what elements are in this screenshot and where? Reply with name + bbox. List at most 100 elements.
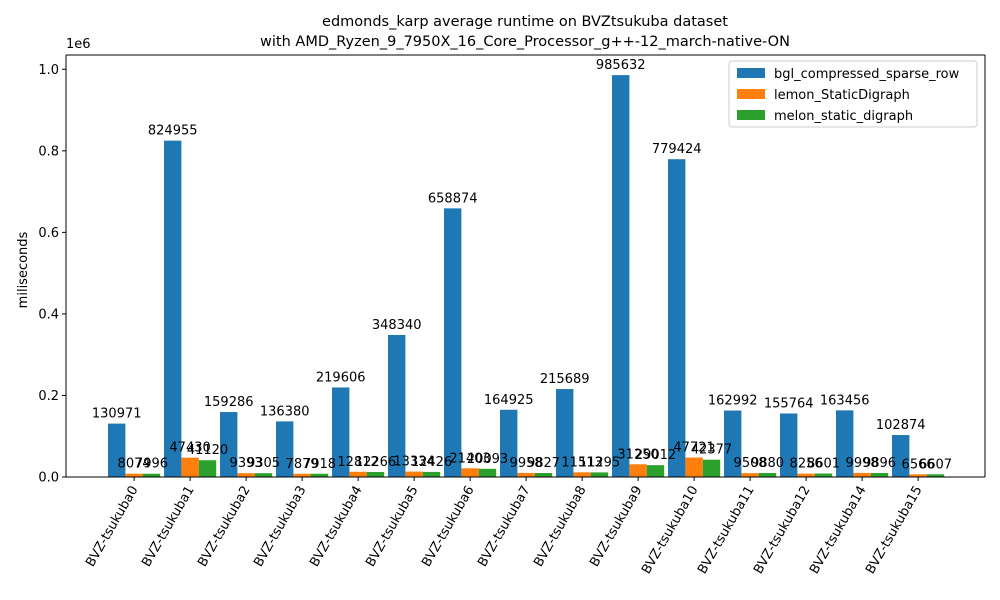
data-label-melon_static_digraph-12: 8601 [807, 456, 840, 471]
data-label-lemon_StaticDigraph-4: 12812 [337, 455, 378, 470]
data-label-bgl_compressed_sparse_row-3: 136380 [260, 404, 310, 419]
bar-melon_static_digraph-7 [534, 472, 553, 477]
y-offset-label: 1e6 [66, 37, 91, 52]
bar-bgl_compressed_sparse_row-5 [388, 334, 406, 477]
data-label-lemon_StaticDigraph-13: 9998 [846, 456, 879, 471]
data-label-melon_static_digraph-14: 6607 [919, 457, 952, 472]
bar-bgl_compressed_sparse_row-6 [444, 208, 462, 477]
y-tick-label: 0.2 [38, 389, 59, 404]
bar-bgl_compressed_sparse_row-13 [836, 410, 854, 477]
legend-swatch-lemon_StaticDigraph [737, 89, 765, 99]
bar-melon_static_digraph-2 [254, 473, 273, 477]
bar-melon_static_digraph-9 [646, 465, 665, 477]
x-tick-label: BVZ-tsukuba14 [807, 484, 870, 577]
bar-lemon_StaticDigraph-14 [909, 474, 927, 477]
bar-melon_static_digraph-10 [702, 459, 721, 477]
data-label-melon_static_digraph-2: 9305 [247, 456, 280, 471]
bar-lemon_StaticDigraph-9 [629, 464, 647, 477]
bar-lemon_StaticDigraph-3 [293, 473, 311, 477]
chart-title: edmonds_karp average runtime on BVZtsuku… [322, 14, 728, 30]
data-label-melon_static_digraph-13: 9896 [863, 456, 896, 471]
data-label-lemon_StaticDigraph-1: 47430 [169, 441, 210, 456]
y-axis-label: miliseconds [16, 231, 31, 308]
data-label-lemon_StaticDigraph-5: 13334 [393, 455, 434, 470]
bar-melon_static_digraph-6 [478, 468, 497, 477]
chart-subtitle: with AMD_Ryzen_9_7950X_16_Core_Processor… [260, 34, 790, 50]
x-tick-label: BVZ-tsukuba3 [251, 484, 309, 570]
bar-bgl_compressed_sparse_row-12 [780, 413, 798, 477]
y-tick-label: 0.6 [38, 226, 59, 241]
bar-lemon_StaticDigraph-11 [741, 473, 759, 477]
bar-bgl_compressed_sparse_row-3 [276, 421, 294, 477]
y-tick-label: 1.0 [38, 63, 59, 78]
x-tick-label: BVZ-tsukuba11 [695, 484, 758, 577]
data-label-melon_static_digraph-10: 42377 [691, 443, 732, 458]
data-label-bgl_compressed_sparse_row-10: 779424 [652, 142, 702, 157]
bar-bgl_compressed_sparse_row-9 [612, 75, 630, 478]
data-label-lemon_StaticDigraph-2: 9393 [230, 456, 263, 471]
bar-bgl_compressed_sparse_row-2 [220, 412, 238, 477]
bar-lemon_StaticDigraph-13 [853, 472, 871, 477]
x-tick-label: BVZ-tsukuba1 [139, 484, 197, 570]
data-label-bgl_compressed_sparse_row-12: 155764 [764, 396, 814, 411]
data-label-lemon_StaticDigraph-6: 21403 [449, 451, 490, 466]
x-tick-label: BVZ-tsukuba6 [419, 484, 477, 570]
data-label-bgl_compressed_sparse_row-0: 130971 [92, 407, 142, 422]
data-label-melon_static_digraph-3: 7918 [303, 457, 336, 472]
data-label-bgl_compressed_sparse_row-14: 102874 [876, 418, 926, 433]
bar-lemon_StaticDigraph-2 [237, 473, 255, 477]
bar-melon_static_digraph-4 [366, 471, 385, 477]
data-label-melon_static_digraph-9: 29012 [635, 448, 676, 463]
legend: bgl_compressed_sparse_row lemon_StaticDig… [728, 60, 978, 128]
bar-bgl_compressed_sparse_row-0 [108, 423, 126, 477]
x-tick-label: BVZ-tsukuba15 [863, 484, 926, 577]
plot-area: 130971 824955 159286 136380 219606 348340 6588… [38, 54, 986, 577]
data-label-melon_static_digraph-6: 20093 [467, 452, 508, 467]
bar-bgl_compressed_sparse_row-10 [668, 159, 686, 477]
bar-bgl_compressed_sparse_row-8 [556, 389, 574, 477]
x-tick-label: BVZ-tsukuba8 [531, 484, 589, 570]
data-label-bgl_compressed_sparse_row-8: 215689 [540, 372, 590, 387]
bar-lemon_StaticDigraph-6 [461, 468, 479, 477]
data-label-melon_static_digraph-8: 11295 [579, 455, 620, 470]
data-label-lemon_StaticDigraph-9: 31250 [617, 447, 658, 462]
bar-bgl_compressed_sparse_row-14 [892, 435, 910, 477]
x-tick-label: BVZ-tsukuba10 [639, 484, 702, 577]
data-label-lemon_StaticDigraph-8: 11513 [561, 455, 602, 470]
bar-melon_static_digraph-12 [814, 473, 833, 477]
data-label-lemon_StaticDigraph-3: 7879 [286, 457, 319, 472]
bar-lemon_StaticDigraph-7 [517, 472, 535, 477]
data-label-melon_static_digraph-5: 12426 [411, 455, 452, 470]
bar-lemon_StaticDigraph-0 [125, 473, 143, 477]
data-label-bgl_compressed_sparse_row-2: 159286 [204, 395, 254, 410]
bar-lemon_StaticDigraph-5 [405, 471, 423, 477]
bar-melon_static_digraph-13 [870, 472, 889, 477]
bar-lemon_StaticDigraph-1 [181, 457, 199, 477]
bar-lemon_StaticDigraph-10 [685, 457, 703, 477]
y-tick-label: 0.8 [38, 144, 59, 159]
y-tick-label: 0.4 [38, 307, 59, 322]
data-label-bgl_compressed_sparse_row-1: 824955 [148, 124, 198, 139]
bar-lemon_StaticDigraph-8 [573, 472, 591, 477]
bar-melon_static_digraph-1 [198, 460, 217, 477]
bar-melon_static_digraph-5 [422, 471, 441, 477]
bar-bgl_compressed_sparse_row-1 [164, 140, 182, 477]
legend-entry-bgl_compressed_sparse_row: bgl_compressed_sparse_row [774, 67, 960, 82]
bar-melon_static_digraph-14 [926, 474, 945, 477]
x-tick-label: BVZ-tsukuba12 [751, 484, 814, 577]
data-label-melon_static_digraph-11: 9880 [751, 456, 784, 471]
legend-swatch-melon_static_digraph [737, 110, 765, 120]
bar-bgl_compressed_sparse_row-4 [332, 387, 350, 477]
data-label-bgl_compressed_sparse_row-9: 985632 [596, 58, 646, 73]
data-label-lemon_StaticDigraph-11: 9508 [734, 456, 767, 471]
data-label-melon_static_digraph-4: 12266 [355, 455, 396, 470]
data-label-lemon_StaticDigraph-0: 8074 [118, 457, 151, 472]
data-label-lemon_StaticDigraph-10: 47721 [673, 441, 714, 456]
bar-melon_static_digraph-3 [310, 473, 329, 477]
x-tick-label: BVZ-tsukuba5 [363, 484, 421, 570]
bar-bgl_compressed_sparse_row-11 [724, 410, 742, 477]
data-label-lemon_StaticDigraph-7: 9958 [510, 456, 543, 471]
bar-bgl_compressed_sparse_row-7 [500, 409, 518, 477]
bar-melon_static_digraph-8 [590, 472, 609, 477]
legend-entry-melon_static_digraph: melon_static_digraph [774, 109, 913, 124]
